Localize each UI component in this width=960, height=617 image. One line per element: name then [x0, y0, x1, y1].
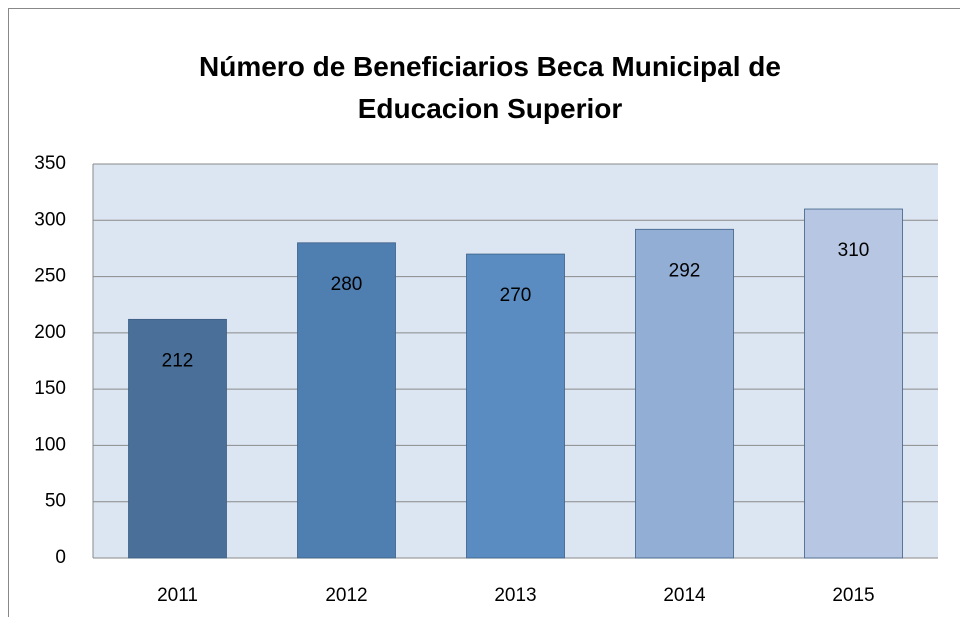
x-tick-label: 2012: [325, 585, 367, 606]
x-tick-label: 2013: [494, 585, 536, 606]
data-label: 280: [331, 274, 363, 295]
y-tick-label: 200: [34, 322, 66, 343]
y-tick-label: 350: [34, 153, 66, 174]
bar: [297, 242, 396, 559]
x-tick-label: 2014: [663, 585, 706, 606]
y-tick-label: 250: [34, 266, 66, 287]
y-tick-label: 300: [34, 209, 66, 230]
y-tick-label: 50: [45, 491, 66, 512]
bar: [804, 208, 903, 559]
bar: [466, 253, 565, 559]
bar: [128, 318, 227, 559]
x-tick-label: 2011: [157, 585, 198, 606]
chart-border: [8, 8, 960, 617]
data-label: 310: [838, 240, 870, 261]
bar: [635, 228, 734, 559]
data-label: 212: [162, 350, 194, 371]
y-tick-label: 0: [55, 547, 66, 568]
data-label: 270: [500, 285, 532, 306]
y-tick-label: 150: [34, 378, 66, 399]
data-label: 292: [669, 260, 701, 281]
chart-title: Número de Beneficiarios Beca Municipal d…: [199, 51, 781, 124]
x-tick-label: 2015: [832, 585, 874, 606]
y-tick-label: 100: [34, 434, 66, 455]
